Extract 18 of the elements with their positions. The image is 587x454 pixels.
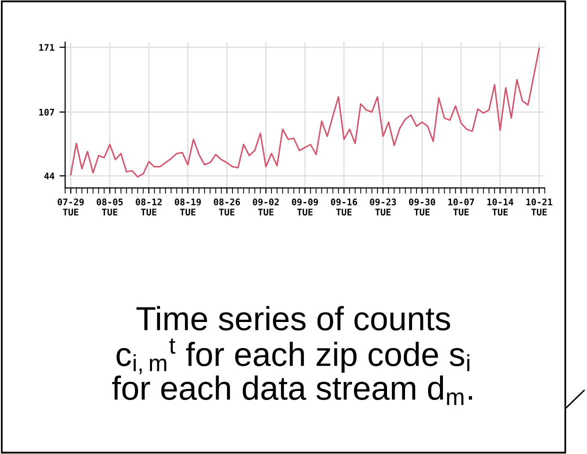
x-tick-label: 10-21 TUE xyxy=(526,198,552,216)
y-tick-label: 171 xyxy=(39,44,54,51)
x-tick-label: 09-16 TUE xyxy=(330,198,358,216)
x-tick-label: 10-14 TUE xyxy=(487,198,514,216)
x-tick-label: 09-09 TUE xyxy=(292,198,318,216)
x-tick-label: 10-07 TUE xyxy=(448,198,474,216)
x-tick-label: 09-02 TUE xyxy=(252,198,279,216)
line-series xyxy=(70,48,540,178)
text: Time series of counts c$_{i,m}$$^{t}$ for each zip code s$_{i}$ for each data stream d$_{m}$. xyxy=(112,306,472,405)
x-tick-label: 08-26 TUE xyxy=(214,198,240,216)
x-tick-label: 07-29 TUE xyxy=(58,198,84,216)
x-tick-label: 08-05 TUE xyxy=(96,198,123,216)
y-tick-label: 107 xyxy=(39,108,54,116)
x-tick-label: 08-19 TUE xyxy=(174,198,201,216)
x-tick-label: 09-30 TUE xyxy=(409,198,436,216)
x-tick-label: 09-23 TUE xyxy=(370,198,396,216)
x-tick-label: 08-12 TUE xyxy=(136,198,162,216)
y-tick-label: 44 xyxy=(44,172,54,180)
